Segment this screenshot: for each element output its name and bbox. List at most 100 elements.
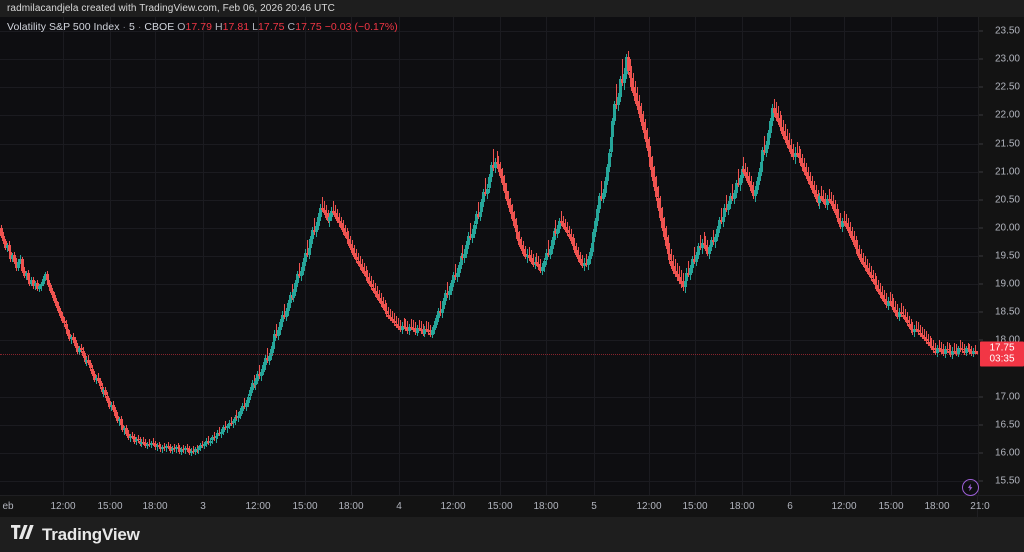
price-axis-tick-label: 21.00 [994,166,1020,178]
price-axis-tick-label: 20.00 [994,222,1020,234]
candle-body [591,242,594,252]
candle-body [368,280,371,285]
candle-body [725,207,728,210]
candle-body [629,71,632,79]
candle-wick [892,294,893,309]
candle-wick [928,333,929,346]
candle-body [300,270,303,277]
tradingview-logo[interactable]: TradingView [11,525,140,545]
candle-wick [377,286,378,300]
candle-wick [478,202,479,219]
candle-wick [749,171,750,188]
candle-wick [901,303,902,317]
candle-wick [969,343,970,354]
candle-wick [299,262,300,279]
tradingview-logo-icon [11,525,35,544]
candle-body [866,268,869,272]
candle-body [862,261,865,265]
candle-body [374,290,377,295]
candle-wick [876,276,877,291]
candle-body [837,217,840,223]
legend-symbol[interactable]: Volatility S&P 500 Index [7,21,120,33]
candle-wick [793,143,794,161]
candle-body [868,271,871,276]
candle-wick [816,185,817,202]
candle-body [203,443,206,446]
legend-high-label: H [215,21,223,33]
current-price-badge[interactable]: 17.75 03:35 [980,341,1024,367]
candle-body [385,311,388,315]
candle-body [587,259,590,265]
candle-wick [202,440,203,449]
candle-body [655,187,658,198]
candle-wick [498,155,499,172]
candle-wick [523,241,524,256]
candle-body [684,280,687,288]
candle-body [944,349,947,354]
candle-body [458,265,461,273]
candle-wick [561,211,562,226]
candle-body [507,198,510,206]
footer-bar: TradingView [0,517,1024,552]
candle-body [847,226,850,232]
candle-body [448,290,451,296]
candle-body [116,415,119,422]
candle-wick [909,315,910,330]
candle-wick [369,272,370,287]
candle-body [720,220,723,223]
legend-interval[interactable]: 5 [128,21,135,33]
price-axis[interactable]: 17.75 03:35 23.50 23.00 22.50 22.00 21.50 21.… [978,17,1024,495]
candle-wick [886,293,887,308]
candle-wick [149,439,150,448]
candle-body [471,233,474,238]
candle-body [891,303,894,307]
candle-body [389,316,392,319]
candle-body [99,380,102,387]
candle-wick [911,319,912,333]
candle-body [570,236,573,242]
candle-body [292,292,295,298]
candle-body [539,267,542,271]
time-axis-tick-label: eb [2,501,14,512]
candle-body [877,288,880,292]
candle-body [902,314,905,317]
grid-line-horizontal [0,115,978,117]
candle-body [431,330,434,335]
chart-legend[interactable]: Volatility S&P 500 Index · 5 · CBOE O17.… [7,21,398,33]
candle-body [106,395,109,402]
candle-wick [354,244,355,260]
candle-body [809,180,812,186]
candle-body [365,274,368,278]
lightning-bolt-icon[interactable] [962,479,979,496]
grid-line-vertical [453,17,454,495]
chart-plot-area[interactable] [0,17,978,495]
candle-wick [835,199,836,216]
candle-body [615,104,618,106]
candle-body [841,221,844,227]
candle-body [410,326,413,328]
candle-body [70,337,73,340]
candle-body [556,229,559,234]
candle-body [870,275,873,279]
candle-wick [183,445,184,453]
candle-body [304,252,307,262]
candle-body [325,213,328,218]
candle-body [537,263,540,268]
candle-wick [907,312,908,326]
tradingview-logo-text: TradingView [42,524,140,544]
time-axis[interactable]: eb 12:00 15:00 18:00 3 12:00 15:00 18:00 4 12:00 1… [0,495,1024,518]
candle-body [429,332,432,335]
time-axis-tick-label: 15:00 [487,501,513,512]
candle-body [245,403,248,407]
candle-body [279,322,282,331]
candle-body [634,92,637,101]
candle-body [401,325,404,331]
candle-body [207,440,210,443]
candle-wick [348,231,349,246]
candle-wick [846,214,847,229]
candle-body [573,245,576,251]
candle-body [59,311,62,316]
candle-body [302,261,305,271]
candle-body [594,221,597,233]
candle-body [623,73,626,83]
